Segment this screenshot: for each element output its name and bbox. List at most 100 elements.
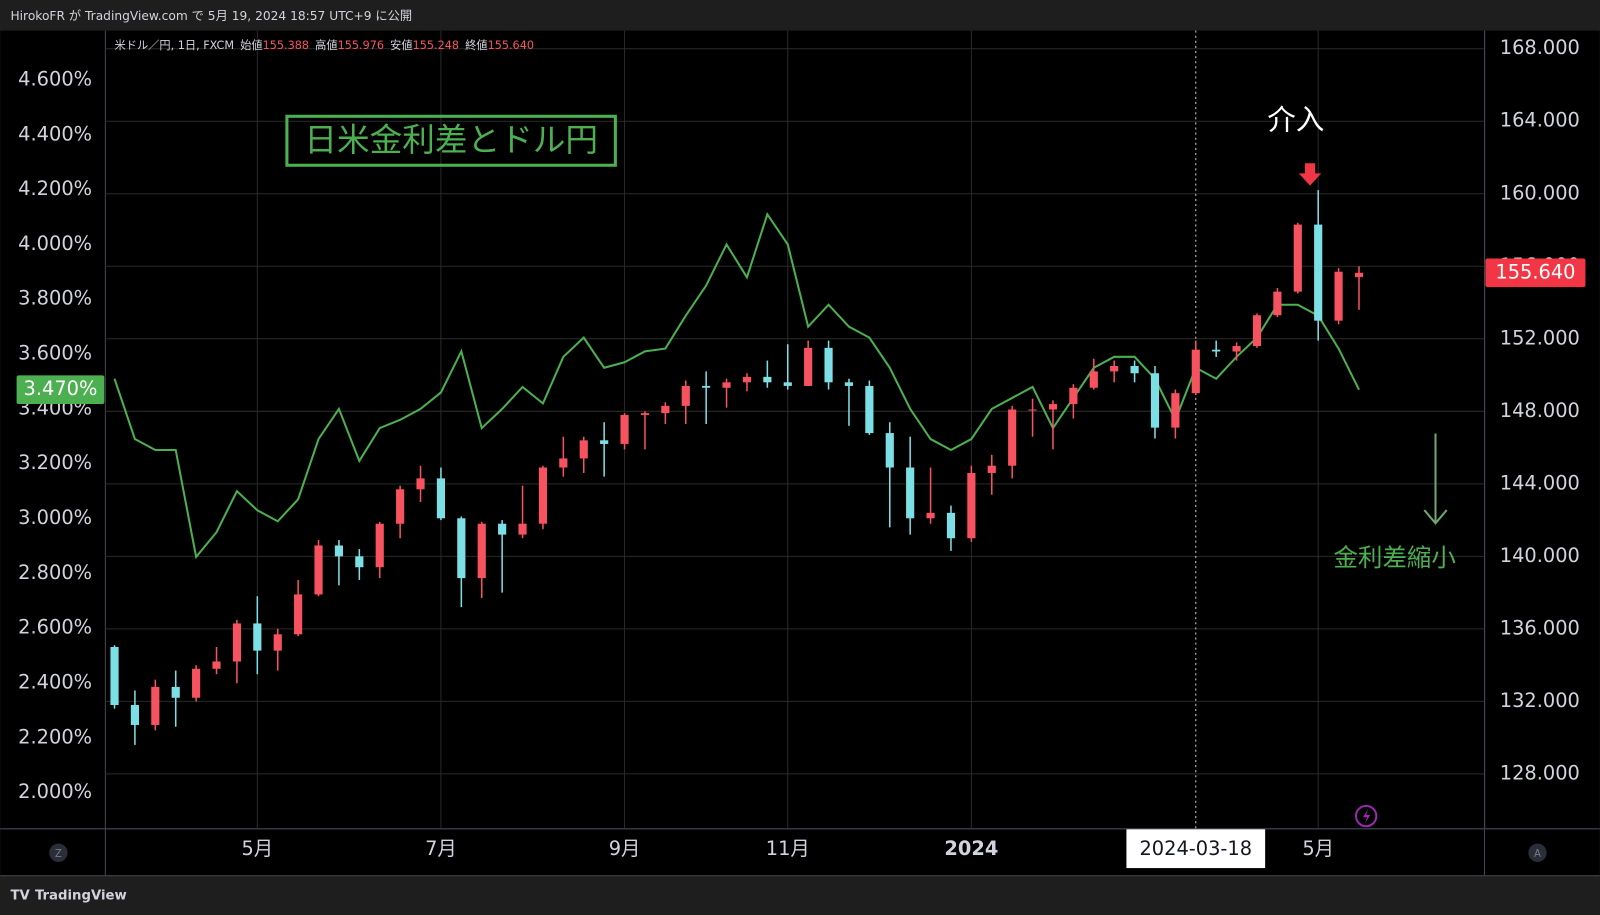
y-tick-label: 2.600% (18, 616, 92, 639)
candle-body (1150, 373, 1160, 428)
candle-body (151, 686, 160, 725)
candle-body (171, 686, 180, 698)
down-arrow-head (1423, 509, 1448, 525)
last-value-label: 155.640 (1495, 260, 1575, 283)
candle-body (600, 440, 609, 444)
candle-body (620, 414, 629, 444)
y2-tick-label: 164.000 (1500, 109, 1580, 132)
y2-tick-label: 152.000 (1500, 326, 1580, 349)
candle-body (967, 472, 976, 539)
candle-body (1048, 404, 1058, 410)
candle-body (416, 478, 425, 490)
legend-value: 155.640 (488, 39, 534, 52)
y-tick-label: 2.200% (18, 725, 92, 748)
y-tick-label: 3.800% (18, 287, 92, 310)
y-tick-label: 2.800% (18, 561, 92, 584)
legend-value: 155.248 (413, 39, 459, 52)
candle-body (640, 413, 650, 415)
x-tick-label: 11月 (766, 837, 810, 860)
alert-icon[interactable] (1354, 804, 1378, 828)
annotation: 金利差縮小 (1334, 543, 1456, 572)
candle-body (1130, 365, 1139, 374)
candle-body (722, 382, 731, 388)
candle-body (1273, 291, 1282, 316)
candle-body (865, 385, 874, 434)
axis-button[interactable] (1528, 843, 1547, 862)
legend-label: 安値 (390, 38, 412, 52)
candle-body (885, 433, 894, 468)
candle-body (334, 545, 344, 557)
candle-body (1212, 349, 1221, 352)
candle-body (906, 467, 915, 519)
candle-body (273, 634, 282, 651)
crosshair-label-box (1126, 829, 1266, 869)
legend-label: 終値 (465, 38, 487, 52)
plot-area (105, 30, 1485, 829)
legend: 米ドル／円, 1日, FXCM 始値155.388 高値155.976 安値155.2… (115, 38, 534, 52)
y-tick-label: 4.200% (18, 177, 92, 200)
candle-body (498, 523, 507, 535)
legend-label: 始値 (240, 38, 262, 52)
candle-body (681, 385, 690, 406)
candle-body (314, 545, 323, 595)
last-value-badge (1485, 258, 1586, 288)
candle-body (436, 478, 446, 519)
candle-body (1008, 409, 1017, 466)
y2-tick-label: 132.000 (1500, 689, 1580, 712)
candle-body (763, 376, 772, 383)
y-tick-label: 2.000% (18, 780, 92, 803)
candle-body (926, 512, 935, 519)
marks (110, 190, 1364, 745)
candle-body (477, 523, 486, 579)
x-tick-label: 2024 (944, 837, 998, 860)
x-tick-label: 9月 (609, 837, 641, 860)
legend-label: 高値 (315, 38, 337, 52)
candle-body (110, 647, 119, 706)
candle-body (396, 489, 405, 524)
x-tick-label: 7月 (425, 837, 457, 860)
axis-button-label[interactable]: Z (55, 849, 62, 860)
candle-body (824, 347, 833, 383)
y2-tick-label: 160.000 (1500, 181, 1580, 204)
candle-body (1089, 371, 1098, 388)
legend-symbol: 米ドル／円, 1日, FXCM (115, 39, 235, 52)
candle-body (1354, 272, 1364, 278)
candle-body (783, 382, 792, 386)
axis-button-label[interactable]: A (1534, 849, 1541, 860)
candle-body (702, 385, 711, 388)
annotation: 介入 (1267, 102, 1324, 136)
left-axis-area (0, 30, 106, 829)
y2-tick-label: 144.000 (1500, 471, 1580, 494)
candle-body (294, 594, 303, 635)
candle-body (579, 440, 588, 459)
right-axis-area (1485, 30, 1600, 829)
candle-body (1171, 393, 1180, 428)
candle-body (518, 523, 527, 535)
candle-body (212, 661, 221, 669)
candle-body (559, 458, 568, 468)
candle-body (1314, 224, 1323, 321)
y-tick-label: 3.000% (18, 506, 92, 529)
candle-body (1232, 346, 1241, 352)
candle-body (232, 623, 242, 662)
candle-body (804, 347, 813, 386)
axis-button[interactable] (49, 843, 68, 862)
candle-body (1191, 349, 1200, 394)
brand: TradingView (35, 889, 127, 904)
brand-logo: TV (10, 889, 30, 904)
candle-body (1069, 387, 1078, 405)
y2-tick-label: 140.000 (1500, 544, 1580, 567)
candle-body (1334, 271, 1343, 321)
candle-body (1252, 315, 1262, 347)
y2-tick-label: 136.000 (1500, 616, 1580, 639)
candle-body (742, 376, 752, 383)
candle-body (844, 382, 854, 386)
candle-body (375, 523, 384, 568)
y2-tick-label: 168.000 (1500, 36, 1580, 59)
publish-info: HirokoFR が TradingView.com で 5月 19, 2024… (10, 8, 412, 23)
candle-body (1110, 365, 1119, 372)
candle-body (355, 556, 364, 568)
crosshair-label: 2024-03-18 (1139, 837, 1252, 860)
candle-body (253, 623, 262, 651)
title-box (285, 114, 617, 167)
